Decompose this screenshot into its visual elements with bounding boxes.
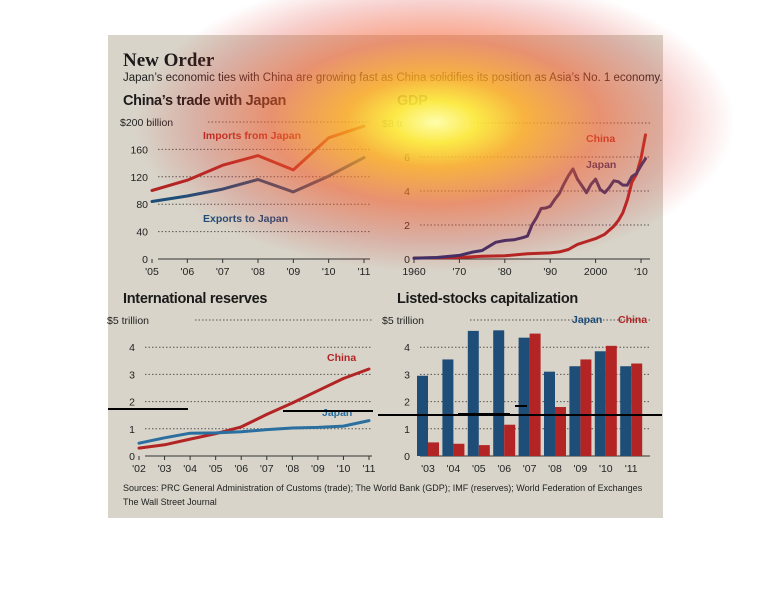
x-tick-label: '10: [337, 463, 351, 475]
bar-japan: [493, 330, 505, 456]
bar-china: [529, 333, 541, 456]
bar-china: [580, 359, 592, 456]
sources-note: Sources: PRC General Administration of C…: [123, 483, 643, 493]
y-tick-label: 1: [404, 424, 410, 436]
series-label: China: [618, 314, 647, 326]
x-tick-label: '10: [599, 463, 613, 475]
bar-japan: [594, 351, 606, 456]
y-tick-label: 0: [404, 451, 410, 463]
bar-china: [428, 442, 439, 456]
y-tick-label: 2: [404, 397, 410, 409]
x-tick-label: '05: [472, 463, 486, 475]
y-tick-label: 4: [129, 342, 135, 354]
bar-china: [631, 363, 643, 456]
x-tick-label: '03: [158, 463, 172, 475]
y-tick-label: $5 trillion: [107, 315, 149, 327]
redaction-bar: [515, 405, 527, 407]
series-label: Japan: [572, 314, 602, 326]
x-tick-label: '08: [285, 463, 299, 475]
y-tick-label: 0: [129, 451, 135, 463]
bar-japan: [620, 366, 632, 456]
x-tick-label: '08: [548, 463, 562, 475]
bar-japan: [518, 337, 530, 456]
x-tick-label: '04: [183, 463, 197, 475]
credit-line: The Wall Street Journal: [123, 497, 217, 507]
x-tick-label: '09: [574, 463, 588, 475]
bar-japan: [569, 366, 581, 456]
bar-japan: [467, 330, 479, 456]
series-label: China: [327, 352, 356, 364]
redaction-bar: [378, 414, 662, 416]
bar-china: [504, 424, 516, 456]
y-tick-label: 1: [129, 424, 135, 436]
y-tick-label: 3: [404, 369, 410, 381]
bar-china: [605, 345, 617, 456]
bar-japan: [442, 359, 454, 456]
x-tick-label: '07: [260, 463, 274, 475]
x-tick-label: '11: [363, 463, 376, 475]
y-tick-label: 3: [129, 369, 135, 381]
bar-china: [555, 407, 566, 456]
x-tick-label: '05: [209, 463, 223, 475]
x-tick-label: '06: [497, 463, 511, 475]
x-tick-label: '11: [625, 463, 638, 475]
x-tick-label: '02: [132, 463, 146, 475]
bar-china: [453, 443, 465, 456]
bar-china: [478, 445, 490, 456]
series-line-china: [137, 367, 371, 450]
series-line-japan: [137, 419, 371, 445]
x-tick-label: '03: [421, 463, 435, 475]
bar-japan: [544, 371, 555, 456]
x-tick-label: '06: [234, 463, 248, 475]
y-tick-label: 4: [404, 342, 410, 354]
redaction-bar: [458, 413, 510, 416]
redaction-bar: [283, 410, 373, 412]
x-tick-label: '04: [447, 463, 461, 475]
redaction-bar: [108, 408, 188, 410]
y-tick-label: 2: [129, 397, 135, 409]
x-tick-label: '07: [523, 463, 537, 475]
x-tick-label: '09: [311, 463, 325, 475]
y-tick-label: $5 trillion: [382, 315, 424, 327]
